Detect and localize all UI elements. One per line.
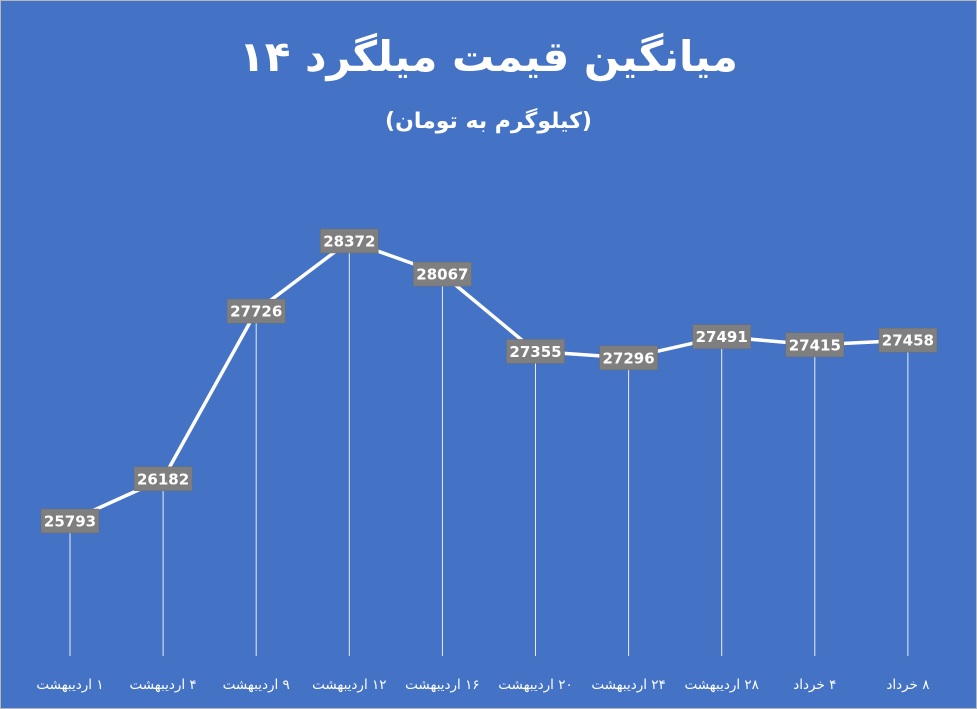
data-label-box bbox=[878, 327, 938, 353]
chart-title: میانگین قیمت میلگرد ۱۴ bbox=[239, 32, 738, 81]
data-labels: 25793 26182 27726 28372 28067 27355 27296 27491… bbox=[40, 228, 938, 534]
data-label-text: 27415 bbox=[789, 336, 841, 354]
x-tick-label: ۴ خرداد bbox=[793, 677, 836, 693]
drop-lines bbox=[69, 241, 909, 656]
x-tick-label: ۲۰ اردیبهشت bbox=[498, 677, 572, 693]
data-label: 27355 bbox=[506, 339, 565, 364]
data-label-text: 26182 bbox=[137, 470, 189, 488]
x-tick-label: ۹ اردیبهشت bbox=[223, 677, 290, 693]
data-label: 27491 bbox=[692, 324, 751, 349]
data-label-box bbox=[506, 339, 565, 364]
data-label-text: 25793 bbox=[44, 513, 96, 531]
data-label-text: 27491 bbox=[696, 328, 748, 346]
data-label-box bbox=[599, 345, 658, 371]
chart-subtitle: (کیلوگرم به تومان) bbox=[385, 109, 592, 134]
data-label: 25793 bbox=[40, 508, 100, 534]
data-label-box bbox=[226, 298, 286, 324]
data-label: 26182 bbox=[133, 466, 193, 492]
x-tick-label: ۱۶ اردیبهشت bbox=[405, 677, 479, 693]
x-tick-label: ۱۲ اردیبهشت bbox=[312, 677, 386, 693]
data-label-text: 27726 bbox=[230, 303, 282, 321]
x-tick-label: ۱ اردیبهشت bbox=[36, 677, 103, 693]
data-label-box bbox=[320, 228, 379, 254]
data-label-box bbox=[133, 466, 193, 492]
series-line bbox=[68, 239, 910, 523]
data-label-box bbox=[785, 332, 845, 358]
data-label: 28372 bbox=[320, 228, 379, 254]
data-label: 27296 bbox=[599, 345, 658, 371]
data-label-box bbox=[692, 324, 751, 349]
data-label-text: 27355 bbox=[509, 343, 561, 361]
data-label-text: 27296 bbox=[603, 349, 655, 367]
x-tick-label: ۸ خرداد bbox=[886, 677, 929, 693]
x-axis-tick-labels: ۱ اردیبهشت ۴ اردیبهشت ۹ اردیبهشت ۱۲ اردیبهش… bbox=[36, 677, 929, 693]
data-label-text: 28067 bbox=[416, 266, 468, 284]
data-label: 28067 bbox=[413, 261, 472, 287]
x-tick-label: ۲۸ اردیبهشت bbox=[684, 677, 758, 693]
x-tick-label: ۴ اردیبهشت bbox=[129, 677, 196, 693]
data-label: 27415 bbox=[785, 332, 845, 358]
data-label-box bbox=[40, 508, 100, 534]
data-label-text: 28372 bbox=[323, 233, 375, 251]
data-label-text: 27458 bbox=[882, 332, 934, 350]
data-label: 27726 bbox=[226, 298, 286, 324]
x-tick-label: ۲۴ اردیبهشت bbox=[591, 677, 665, 693]
data-label: 27458 bbox=[878, 327, 938, 353]
data-label-box bbox=[413, 261, 472, 287]
